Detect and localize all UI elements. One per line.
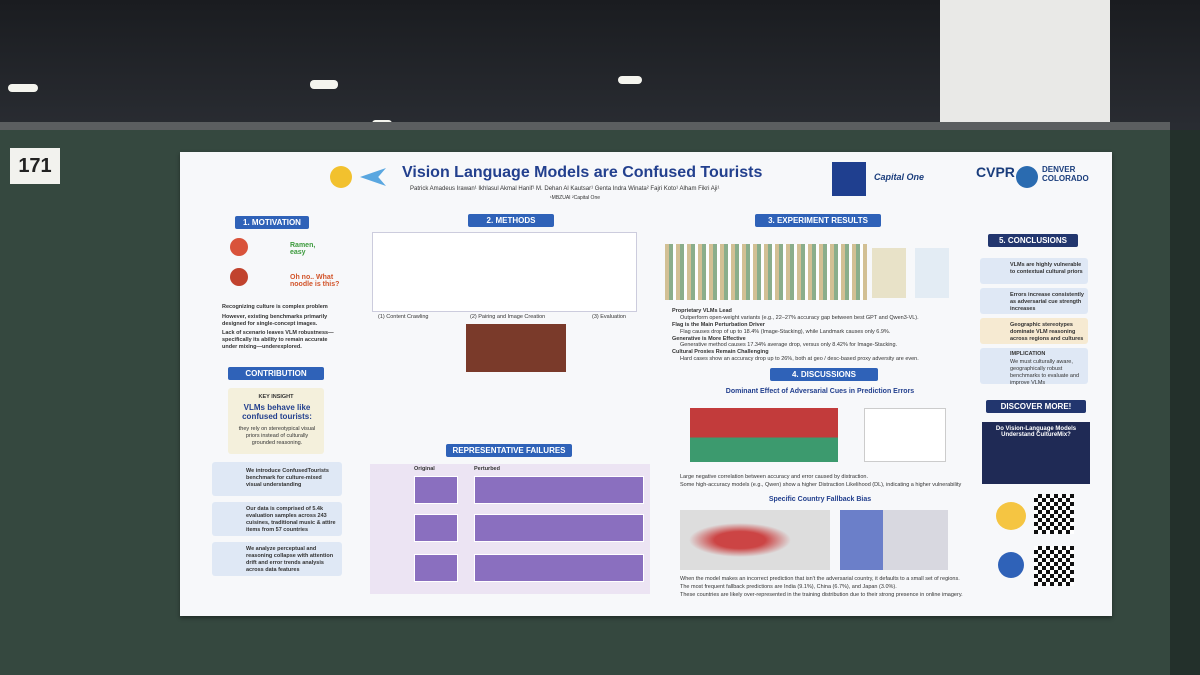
section-heading: REPRESENTATIVE FAILURES [446,444,572,457]
implication: IMPLICATION We must culturally aware, ge… [980,348,1088,386]
section-heading: 4. DISCUSSIONS [770,368,878,381]
bullet: Lack of scenario leaves VLM robustness—s… [222,330,334,350]
item-text: We introduce ConfusedTourists benchmark … [246,468,329,488]
ceiling-light [8,84,38,92]
wall-column [940,0,1110,122]
results-chart [665,244,867,300]
fallback-chart [840,510,948,570]
affiliations: ¹MBZUAI ²Capital One [550,195,601,201]
bullet: However, existing benchmarks primarily d… [222,314,328,327]
contribution-item: Our data is comprised of 5.4k evaluation… [212,502,342,536]
food-photo [466,324,566,372]
item-text: Our data is comprised of 5.4k evaluation… [246,506,336,533]
ceiling-light [618,76,642,84]
section-heading: 1. MOTIVATION [235,216,309,229]
insight-label: KEY INSIGHT [258,394,294,400]
authors: Patrick Amadeus Irawan¹ Ikhlasul Akmal H… [410,186,720,192]
section-heading: 5. CONCLUSIONS [988,234,1078,247]
promo-card: Do Vision-Language Models Understand Cul… [982,422,1090,484]
chart-title: Dominant Effect of Adversarial Cues in P… [725,388,915,395]
failure-image [474,554,644,582]
failure-image [414,476,458,504]
failure-image [474,476,644,504]
failure-image [414,554,458,582]
insight-text: they rely on stereotypical visual priors… [238,426,316,446]
failures-grid: Original Perturbed [370,464,650,594]
finding-title: Flag is the Main Perturbation Driver [672,321,765,328]
error-chart [690,408,838,462]
finding-title: Proprietary VLMs Lead [672,308,732,314]
map-bullet: These countries are likely over-represen… [680,592,963,598]
results-chart [915,248,949,298]
logo-emoji [330,166,352,188]
finding-title: Cultural Proxies Remain Challenging [672,349,769,356]
world-map [680,510,830,570]
insight-title: VLMs behave like confused tourists: [242,403,312,421]
web-icon [998,552,1024,578]
column-label: Original [414,466,435,472]
section-heading: 3. EXPERIMENT RESULTS [755,214,881,227]
failure-image [474,514,644,542]
implication-label: IMPLICATION [1010,351,1046,357]
board-number: 171 [10,148,60,184]
hf-icon [996,502,1026,530]
results-chart [872,248,906,298]
finding-text: Outperform open-weight variants (e.g., 2… [680,314,919,321]
map-bullet: When the model makes an incorrect predic… [680,576,960,582]
attention-map [598,402,634,438]
poster-title: Vision Language Models are Confused Tour… [402,164,763,181]
bullet: Recognizing culture is complex problem [222,304,328,310]
implication-text: We must culturally aware, geographically… [1010,359,1080,386]
stage-label: (2) Pairing and Image Creation [470,314,546,320]
logo-plane [360,168,386,186]
contribution-item: We analyze perceptual and reasoning coll… [212,542,342,576]
contribution-item: We introduce ConfusedTourists benchmark … [212,462,342,496]
section-heading: 2. METHODS [468,214,554,227]
finding-text: Flag causes drop of up to 18.4% (Image-S… [680,328,891,335]
icon-noodle [230,268,248,286]
finding-title: Generative is More Effective [672,335,746,342]
speech: Ramen, easy [290,242,316,256]
conclusion-item: Errors increase consistently as adversar… [980,288,1088,314]
conference: CVPR [976,164,1015,180]
qr-code [1034,546,1074,586]
column-label: Perturbed [474,466,500,472]
findings: Proprietary VLMs Lead Outperform open-we… [672,308,972,363]
scatter-chart [864,408,946,462]
board-edge [1170,130,1200,675]
conclusion-item: Geographic stereotypes dominate VLM reas… [980,318,1088,344]
promo-title: Do Vision-Language Models Understand Cul… [995,426,1077,438]
discussion-bullet: Some high-accuracy models (e.g., Qwen) s… [680,482,962,488]
discussion-bullet: Large negative correlation between accur… [680,474,869,480]
conclusion-item: VLMs are highly vulnerable to contextual… [980,258,1088,284]
item-text: Errors increase consistently as adversar… [1010,292,1084,312]
section-heading: CONTRIBUTION [228,367,324,380]
failure-image [414,514,458,542]
item-text: VLMs are highly vulnerable to contextual… [1010,262,1083,275]
finding-text: Hard cases show an accuracy drop up to 2… [680,356,919,363]
item-text: Geographic stereotypes dominate VLM reas… [1010,322,1084,342]
section-heading: DISCOVER MORE! [986,400,1086,413]
mbzuai-logo [832,162,866,196]
icon-ramen [230,238,248,256]
sponsor: Capital One [874,172,925,182]
ceiling-light [310,80,338,89]
pipeline-diagram [372,232,637,312]
map-bullet: The most frequent fallback predictions a… [680,584,897,590]
finding-text: Generative method causes 17.34% average … [680,342,898,349]
map-title: Specific Country Fallback Bias [768,496,872,503]
speech: Oh no.. What noodle is this? [290,274,340,288]
stage-label: (3) Evaluation [592,314,626,320]
qr-code [1034,494,1074,534]
poster: Vision Language Models are Confused Tour… [180,152,1112,616]
insight-card: KEY INSIGHT VLMs behave like confused to… [228,388,324,454]
location: DENVER COLORADO [1042,165,1089,183]
conference-logo [1016,166,1038,188]
item-text: We analyze perceptual and reasoning coll… [246,546,334,573]
stage-label: (1) Content Crawling [378,314,429,320]
